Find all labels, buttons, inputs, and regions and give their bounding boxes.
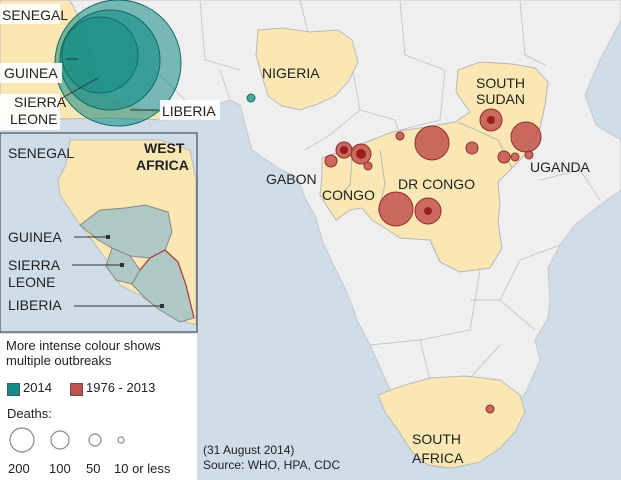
inset-guinea-marker [106, 235, 110, 239]
legend-swatch-2014 [7, 383, 20, 396]
legend-size-circles [9, 427, 125, 453]
outbreak-2014-nigeria [246, 93, 256, 103]
senegal-label-bg [0, 4, 60, 24]
legend-label-1976-2013: 1976 - 2013 [86, 380, 156, 395]
inset-border-red [139, 249, 195, 319]
legend-deaths-title: Deaths: [7, 406, 52, 421]
label-nigeria: NIGERIA [262, 65, 320, 81]
overlap-dot [340, 146, 348, 154]
outbreak-circle [363, 161, 373, 171]
label-senegal-top: SENEGAL [2, 7, 68, 23]
label-gabon: GABON [266, 171, 317, 187]
label-sierra-top-1: SIERRA [14, 94, 67, 110]
legend-label-2014: 2014 [23, 380, 52, 395]
inset-liberia-marker [160, 304, 164, 308]
outbreak-circle [510, 152, 520, 162]
label-south-sudan: SOUTH [476, 75, 525, 91]
outbreak-circle [324, 154, 338, 168]
overlap-dot [424, 207, 432, 215]
label-congo: CONGO [322, 187, 375, 203]
outbreak-circle [497, 150, 511, 164]
outbreak-2014-small [61, 16, 139, 94]
guinea-label-bg [0, 63, 62, 83]
legend-size-label-10: 10 or less [114, 461, 171, 476]
overlap-dot [356, 149, 366, 159]
legend-size-label-100: 100 [49, 461, 71, 476]
inset-label-guinea: GUINEA [8, 229, 62, 245]
legend-swatch-1976-2013 [70, 383, 83, 396]
west-africa-top: SENEGAL GUINEA SIERRA LEONE LIBERIA [0, 0, 220, 130]
label-guinea-top: GUINEA [4, 65, 58, 81]
sierra-label-bg [0, 94, 60, 130]
legend-note: More intense colour shows multiple outbr… [6, 338, 161, 368]
inset-sierra-marker [120, 263, 124, 267]
outbreaks-1976-2013 [324, 108, 542, 414]
inset-west-africa: WEST AFRICA SENEGAL GUINEA SIERRA LEONE … [0, 132, 198, 333]
nigeria [255, 27, 359, 111]
outbreak-circle [378, 191, 414, 227]
size-circle-100 [50, 430, 70, 450]
source-text: Source: WHO, HPA, CDC [203, 458, 341, 472]
label-liberia-top: LIBERIA [162, 103, 216, 119]
inset-label-senegal: SENEGAL [8, 145, 74, 161]
label-south-sudan-2: SUDAN [476, 91, 525, 107]
legend-size-label-200: 200 [8, 461, 30, 476]
overlap-dot [487, 116, 495, 124]
label-south-africa: SOUTH [412, 431, 461, 447]
label-south-africa-2: AFRICA [412, 450, 464, 466]
inset-label-liberia: LIBERIA [8, 297, 62, 313]
outbreak-circle [395, 131, 405, 141]
liberia-label-bg [160, 100, 220, 120]
inset-title-1: WEST [144, 140, 185, 156]
label-sierra-top-2: LEONE [10, 111, 57, 127]
legend-size-label-50: 50 [86, 461, 101, 476]
size-circle-200 [9, 427, 35, 453]
outbreak-circle [465, 141, 479, 155]
label-uganda: UGANDA [530, 159, 591, 175]
outbreak-overlap-dots [340, 116, 495, 215]
source-note: (31 August 2014) Source: WHO, HPA, CDC [203, 443, 340, 473]
sierra-pointer [61, 77, 99, 99]
legend: More intense colour shows multiple outbr… [0, 334, 197, 480]
south-africa [377, 375, 526, 469]
size-circle-10 [117, 436, 125, 444]
outbreak-circle [510, 121, 542, 153]
source-date: (31 August 2014) [203, 443, 295, 457]
outbreak-circle [524, 150, 534, 160]
inset-label-sierra-1: SIERRA [8, 257, 61, 273]
size-circle-50 [88, 433, 102, 447]
label-dr-congo: DR CONGO [398, 176, 475, 192]
inset-guinea [79, 204, 173, 259]
inset-label-sierra-2: LEONE [8, 274, 55, 290]
outbreak-circle [414, 125, 450, 161]
inset-title-2: AFRICA [136, 157, 189, 173]
outbreak-circle [485, 404, 495, 414]
